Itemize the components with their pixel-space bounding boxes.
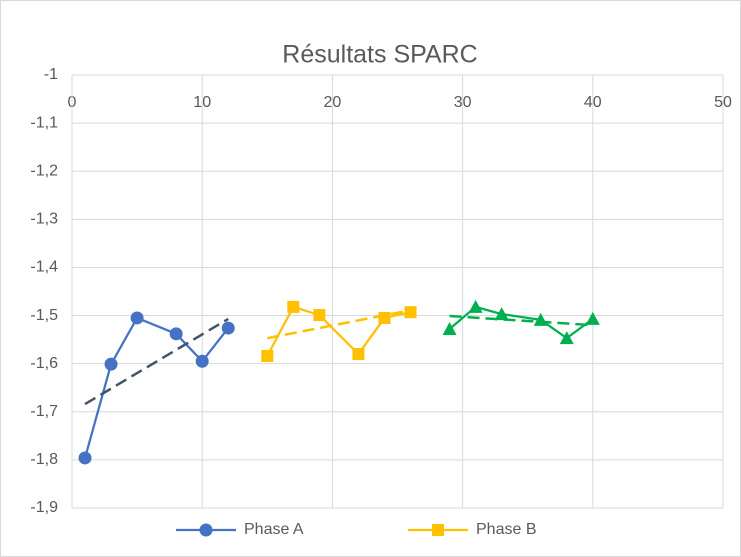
y-tick-label: -1,4 bbox=[30, 259, 58, 276]
marker bbox=[585, 311, 600, 325]
marker bbox=[559, 331, 574, 345]
marker bbox=[352, 348, 365, 361]
marker bbox=[378, 311, 391, 324]
trendline bbox=[449, 314, 593, 327]
marker bbox=[195, 354, 209, 368]
y-tick-label: -1,9 bbox=[30, 499, 58, 516]
chart-title: Résultats SPARC bbox=[282, 41, 477, 69]
trendline bbox=[267, 309, 411, 340]
marker bbox=[261, 349, 274, 362]
marker bbox=[221, 321, 235, 335]
marker bbox=[199, 523, 213, 537]
y-tick-label: -1,2 bbox=[30, 162, 58, 179]
y-tick-label: -1,7 bbox=[30, 403, 58, 420]
legend-label: Phase A bbox=[244, 521, 304, 538]
marker bbox=[169, 327, 183, 341]
y-tick-label: -1 bbox=[44, 66, 58, 83]
marker bbox=[432, 524, 444, 536]
legend-label: Phase B bbox=[476, 521, 536, 538]
y-tick-label: -1,3 bbox=[30, 211, 58, 228]
marker bbox=[404, 306, 417, 319]
series-line bbox=[83, 316, 230, 459]
marker bbox=[442, 322, 457, 336]
y-tick-label: -1,6 bbox=[30, 355, 58, 372]
legend-item: Phase A bbox=[176, 521, 304, 538]
marker bbox=[468, 299, 483, 313]
marker bbox=[313, 309, 326, 322]
marker bbox=[104, 357, 118, 371]
y-tick-label: -1,1 bbox=[30, 114, 58, 131]
y-tick-label: -1,8 bbox=[30, 451, 58, 468]
legend-item: Phase B bbox=[408, 521, 536, 538]
marker bbox=[287, 300, 300, 313]
trendline bbox=[84, 317, 229, 406]
y-tick-label: -1,5 bbox=[30, 307, 58, 324]
marker bbox=[494, 307, 509, 321]
marker bbox=[130, 311, 144, 325]
marker bbox=[78, 451, 92, 465]
